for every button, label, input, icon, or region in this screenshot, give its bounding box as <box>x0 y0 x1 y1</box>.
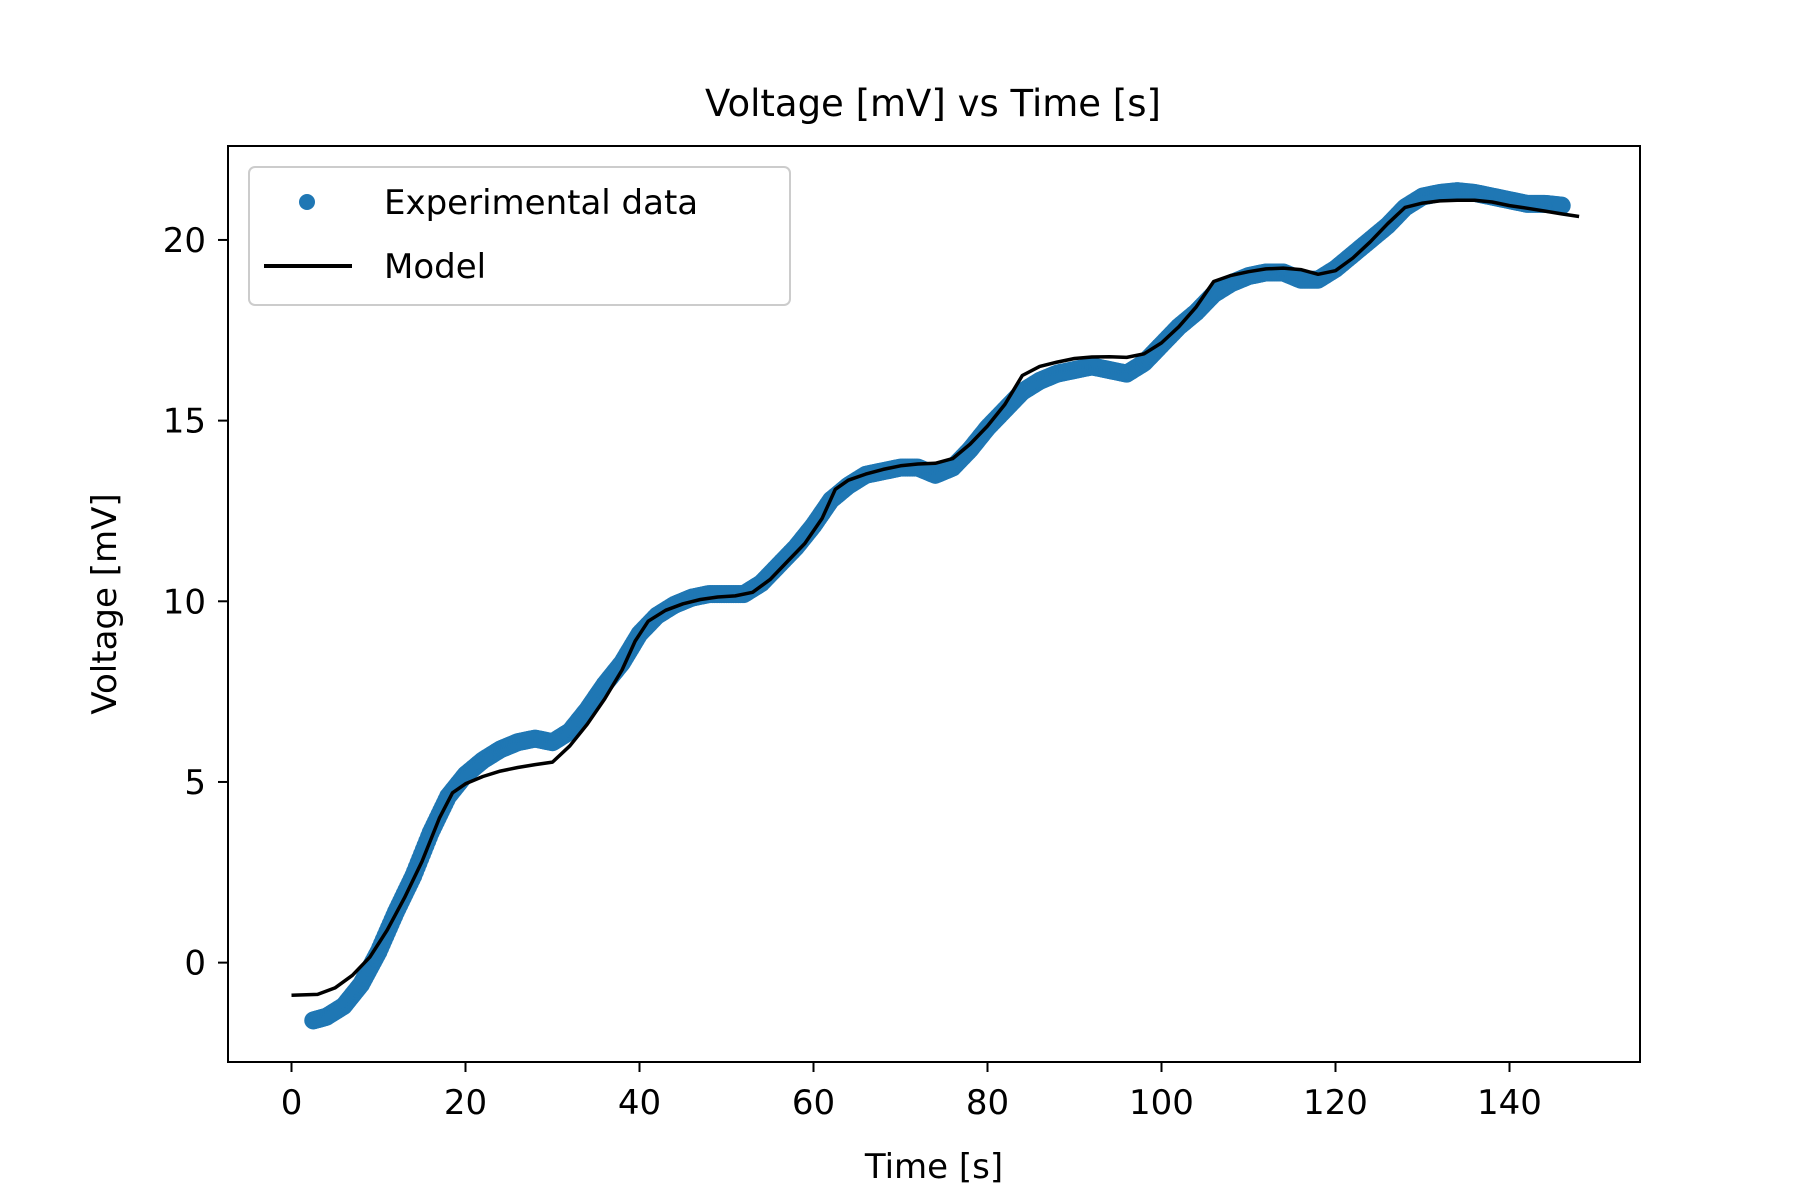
y-tick-label: 15 <box>163 402 206 442</box>
plot-frame <box>227 145 1641 1063</box>
x-tick-label: 140 <box>1477 1083 1542 1123</box>
legend-box <box>248 166 791 306</box>
x-tick-label: 120 <box>1303 1083 1368 1123</box>
plot-area <box>291 182 1580 1030</box>
y-tick-label: 0 <box>184 944 206 984</box>
legend-label-experimental: Experimental data <box>384 183 698 223</box>
y-tick-label: 5 <box>184 763 206 803</box>
x-tick-label: 100 <box>1129 1083 1194 1123</box>
x-tick-label: 80 <box>966 1083 1009 1123</box>
x-axis-label: Time [s] <box>864 1147 1003 1187</box>
legend: Experimental data Model <box>248 166 791 306</box>
x-axis: 0 20 40 60 80 100 120 140 <box>281 1062 1542 1123</box>
legend-marker-experimental <box>299 194 315 210</box>
x-tick-label: 60 <box>792 1083 835 1123</box>
x-tick-label: 40 <box>618 1083 661 1123</box>
y-axis: 0 5 10 15 20 <box>163 221 228 984</box>
series-model-line <box>291 198 1580 997</box>
y-tick-label: 20 <box>163 221 206 261</box>
legend-label-model: Model <box>384 247 486 287</box>
experimental-point <box>1552 196 1571 215</box>
x-tick-label: 20 <box>444 1083 487 1123</box>
y-tick-label: 10 <box>163 582 206 622</box>
x-tick-label: 0 <box>281 1083 303 1123</box>
y-axis-label: Voltage [mV] <box>85 493 125 714</box>
chart-title: Voltage [mV] vs Time [s] <box>705 82 1161 125</box>
